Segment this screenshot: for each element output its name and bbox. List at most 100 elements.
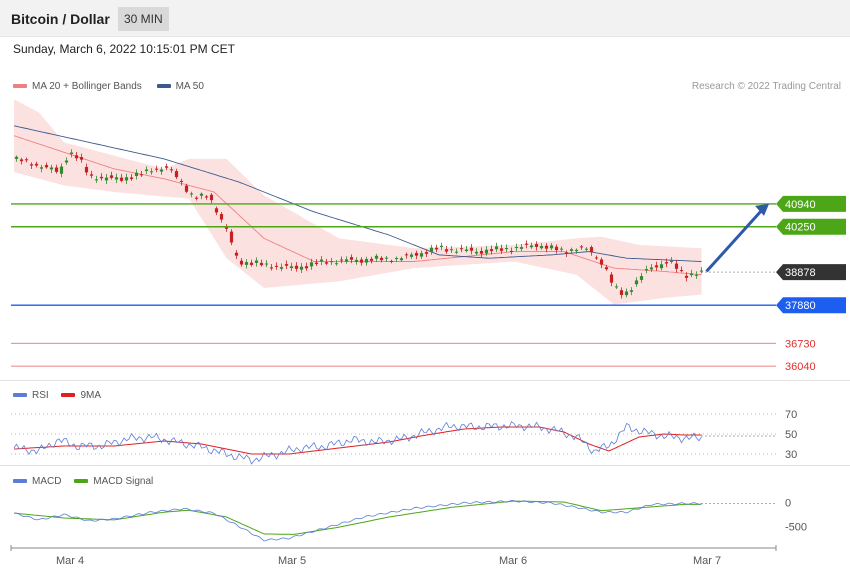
legend-label-macd-signal: MACD Signal	[93, 476, 154, 487]
candle-body	[169, 169, 174, 171]
candle-body	[649, 267, 654, 270]
candle-body	[639, 276, 644, 280]
candle-body	[209, 194, 214, 201]
level-label-36730: 36730	[785, 338, 816, 350]
candle-body	[194, 197, 199, 199]
candle-body	[289, 266, 294, 269]
candle-body	[424, 252, 429, 254]
candle-body	[214, 208, 219, 213]
candle-body	[594, 257, 599, 259]
legend-swatch-9ma	[61, 393, 76, 398]
candle-body	[384, 257, 389, 259]
header-bar: Bitcoin / Dollar 30 MIN	[0, 0, 850, 37]
candle-body	[589, 247, 594, 253]
candle-body	[299, 266, 304, 270]
candle-body	[534, 244, 539, 247]
level-tag-40250	[776, 218, 846, 235]
copyright-text: Research © 2022 Trading Central	[691, 81, 841, 92]
macd-tick: 0	[785, 498, 791, 510]
candle-body	[114, 177, 119, 180]
candle-body	[319, 259, 324, 262]
candle-body	[24, 159, 29, 161]
candle-body	[504, 248, 509, 250]
legend-item-ma20: MA 20 + Bollinger Bands	[13, 81, 142, 92]
candle-body	[44, 165, 49, 168]
legend-label-macd: MACD	[32, 476, 62, 487]
candle-body	[429, 247, 434, 252]
macd-line	[13, 499, 702, 542]
candle-body	[159, 169, 164, 172]
candle-body	[654, 265, 659, 268]
candle-body	[79, 157, 84, 160]
rsi-tick: 70	[785, 409, 797, 421]
projection-arrow	[705, 207, 765, 273]
legend-swatch-macd	[13, 479, 27, 484]
projection-arrowhead	[755, 203, 769, 216]
candle-body	[64, 160, 69, 163]
candle-body	[229, 231, 234, 243]
candle-body	[599, 259, 604, 265]
candle-body	[664, 262, 669, 264]
candle-body	[514, 247, 519, 249]
candle-body	[124, 177, 129, 181]
candle-body	[494, 246, 499, 250]
candle-body	[269, 267, 274, 269]
candle-body	[569, 249, 574, 251]
candle-body	[109, 175, 114, 178]
candle-body	[239, 260, 244, 265]
candle-body	[199, 193, 204, 196]
legend-item-macd: MACD	[13, 476, 61, 487]
candle-body	[274, 265, 279, 267]
candle-body	[309, 262, 314, 267]
candle-body	[149, 171, 154, 173]
candle-body	[439, 245, 444, 248]
candle-body	[279, 267, 284, 269]
candle-body	[519, 247, 524, 249]
rsi-line	[13, 420, 702, 465]
candle-body	[434, 247, 439, 250]
macd-legend: MACD MACD Signal	[13, 476, 153, 487]
candle-body	[324, 262, 329, 264]
candle-body	[29, 164, 34, 166]
level-label-37880: 37880	[785, 300, 816, 312]
candle-body	[659, 264, 664, 269]
legend-label-9ma: 9MA	[80, 390, 102, 401]
legend-label-ma20: MA 20 + Bollinger Bands	[32, 81, 142, 92]
legend-swatch-ma50	[156, 84, 171, 89]
timestamp: Sunday, March 6, 2022 10:15:01 PM CET	[13, 42, 235, 56]
candle-body	[464, 249, 469, 251]
candle-body	[694, 274, 699, 276]
candle-body	[174, 171, 179, 178]
candle-body	[74, 155, 79, 159]
macd-signal-line	[13, 500, 702, 535]
candle-body	[529, 245, 534, 248]
candle-body	[394, 258, 399, 260]
candle-body	[34, 163, 39, 166]
candle-body	[509, 250, 514, 252]
candle-body	[344, 259, 349, 262]
candle-body	[284, 264, 289, 266]
candle-body	[334, 263, 339, 265]
candle-body	[349, 257, 354, 260]
candle-body	[414, 252, 419, 256]
candle-body	[154, 168, 159, 170]
candle-body	[674, 263, 679, 269]
candle-body	[224, 226, 229, 229]
candle-body	[549, 245, 554, 249]
candle-body	[379, 257, 384, 261]
candle-body	[244, 262, 249, 265]
candle-body	[389, 260, 394, 262]
rsi-tick: 50	[785, 429, 797, 441]
timeframe-button[interactable]: 30 MIN	[118, 7, 169, 31]
legend-item-macd-signal: MACD Signal	[74, 476, 153, 487]
candle-body	[304, 266, 309, 269]
candle-body	[559, 248, 564, 250]
level-label-36040: 36040	[785, 361, 816, 373]
rsi-legend: RSI 9MA	[13, 390, 101, 401]
candle-body	[294, 265, 299, 269]
level-tag-40940	[776, 195, 846, 212]
candle-body	[669, 260, 674, 262]
candle-body	[454, 251, 459, 253]
candle-body	[164, 166, 169, 168]
